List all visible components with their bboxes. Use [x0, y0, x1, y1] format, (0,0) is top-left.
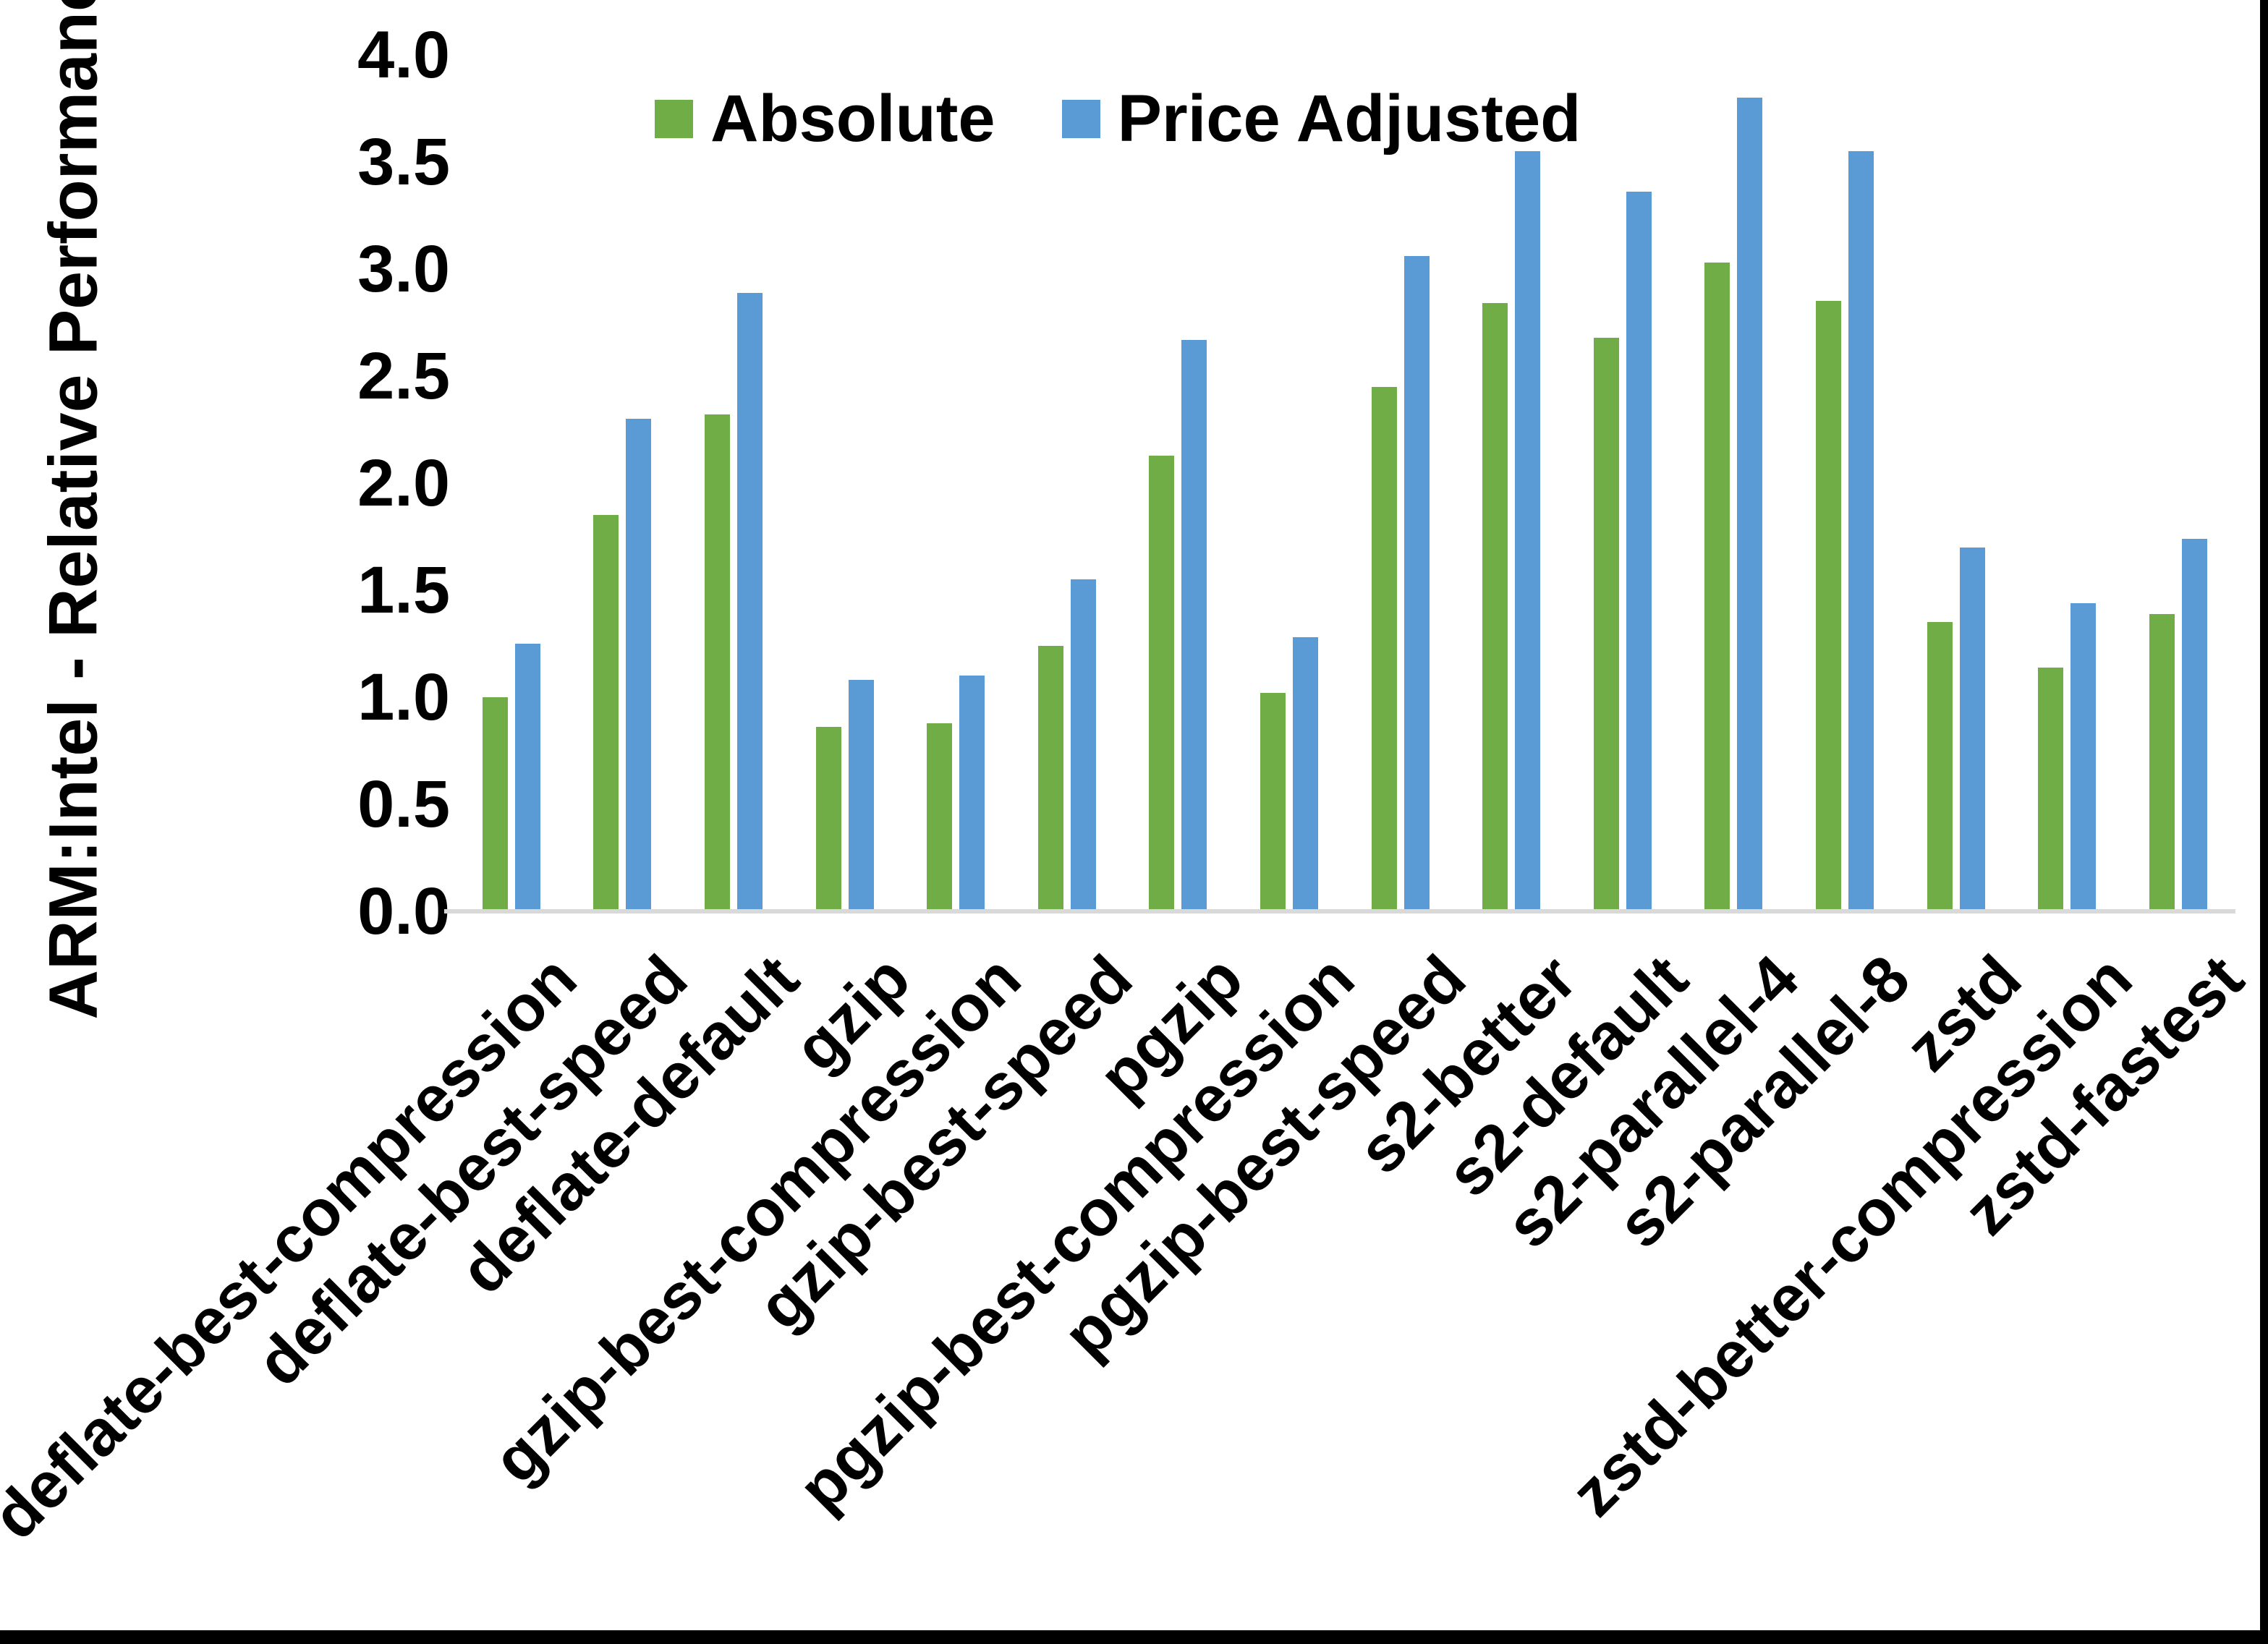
bar-absolute-zstd — [1927, 622, 1953, 911]
bar-price-adjusted-deflate-best-speed — [626, 419, 652, 911]
legend-swatch-absolute — [655, 99, 693, 138]
bar-absolute-s2-better — [1482, 303, 1508, 911]
bar-price-adjusted-s2-default — [1626, 192, 1652, 911]
y-axis-tick-label-0.5: 0.5 — [357, 767, 450, 841]
bar-price-adjusted-gzip-best-speed — [1070, 579, 1096, 911]
bar-absolute-pgzip-best-compression — [1260, 693, 1286, 911]
bar-absolute-s2-parallel-4 — [1704, 263, 1730, 911]
bar-absolute-zstd-fastest — [2149, 614, 2175, 911]
bar-absolute-pgzip — [1149, 456, 1175, 911]
bar-price-adjusted-s2-parallel-4 — [1737, 98, 1763, 911]
bar-absolute-pgzip-best-speed — [1371, 387, 1397, 911]
bar-absolute-deflate-best-speed — [593, 515, 619, 911]
bar-price-adjusted-s2-parallel-8 — [1848, 151, 1874, 911]
legend-entry-price-adjusted: Price Adjusted — [1061, 82, 1581, 156]
bar-price-adjusted-zstd-better-compression — [2070, 603, 2097, 911]
y-axis-tick-label-4.0: 4.0 — [357, 18, 450, 92]
y-axis-tick-label-1.0: 1.0 — [357, 660, 450, 734]
bar-price-adjusted-pgzip-best-compression — [1293, 637, 1318, 911]
page-border-right — [2260, 0, 2268, 1644]
legend-label-absolute: Absolute — [710, 82, 995, 156]
bar-price-adjusted-zstd — [1959, 548, 1985, 911]
bar-absolute-s2-default — [1593, 338, 1619, 911]
bar-absolute-deflate-best-compression — [482, 697, 508, 911]
y-axis-tick-label-2.5: 2.5 — [357, 339, 450, 413]
bar-price-adjusted-pgzip — [1181, 340, 1207, 911]
x-axis-line — [444, 909, 2235, 913]
y-axis-tick-label-1.5: 1.5 — [357, 553, 450, 627]
bar-price-adjusted-gzip — [848, 680, 874, 911]
bar-price-adjusted-deflate-best-compression — [514, 644, 540, 911]
page-border-bottom — [0, 1630, 2268, 1644]
bar-price-adjusted-zstd-fastest — [2181, 539, 2207, 911]
legend-label-price-adjusted: Price Adjusted — [1117, 82, 1581, 156]
bar-absolute-deflate-default — [705, 414, 730, 911]
bar-price-adjusted-deflate-default — [737, 293, 763, 911]
bar-absolute-s2-parallel-8 — [1816, 301, 1841, 911]
y-axis-tick-label-0.0: 0.0 — [357, 874, 450, 948]
bar-price-adjusted-gzip-best-compression — [959, 676, 985, 911]
bar-absolute-zstd-better-compression — [2038, 668, 2064, 911]
y-axis-tick-label-2.0: 2.0 — [357, 446, 450, 520]
bar-absolute-gzip — [815, 727, 841, 911]
legend-swatch-price-adjusted — [1061, 99, 1100, 138]
legend-entry-absolute: Absolute — [655, 85, 995, 152]
bar-absolute-gzip-best-speed — [1037, 646, 1063, 911]
legend: Absolute Price Adjusted — [655, 85, 1581, 152]
bar-price-adjusted-pgzip-best-speed — [1403, 256, 1430, 911]
bar-absolute-gzip-best-compression — [927, 723, 953, 911]
y-axis-tick-label-3.5: 3.5 — [357, 125, 450, 199]
bar-price-adjusted-s2-better — [1515, 151, 1541, 911]
y-axis-tick-label-3.0: 3.0 — [357, 232, 450, 306]
